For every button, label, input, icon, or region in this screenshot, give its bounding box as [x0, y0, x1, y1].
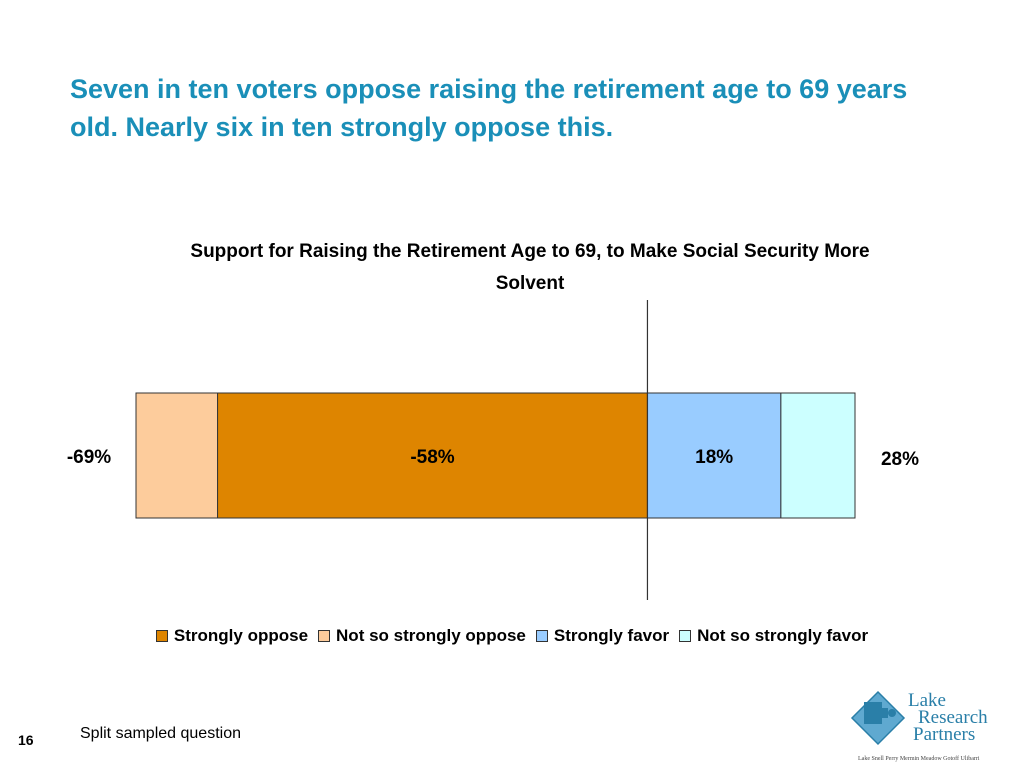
legend-swatch-strongly-favor: [535, 630, 548, 642]
legend-swatch-strongly-oppose: [155, 630, 168, 642]
total-oppose-label: -69%: [67, 447, 111, 468]
legend-swatch-not-so-strongly-oppose: [318, 630, 331, 642]
data-label-strongly-oppose: -58%: [410, 447, 454, 468]
legend-label-strongly-oppose: Strongly oppose: [173, 626, 309, 645]
logo-wordmark: Lake Research Partners: [908, 690, 988, 745]
company-logo: Lake Research Partners Lake Snell Perry …: [848, 688, 1008, 766]
legend-label-not-so-strongly-oppose: Not so strongly oppose: [336, 626, 526, 645]
legend-swatch-not-so-strongly-favor: [679, 630, 692, 642]
logo-partner-names: Lake Snell Perry Mermin Meadow Gotoff Ul…: [858, 756, 980, 762]
total-favor-label: 28%: [881, 449, 919, 470]
puzzle-logo-icon: [850, 690, 906, 746]
legend-item-strongly-favor: Strongly favor: [535, 626, 670, 646]
chart-legend: Strongly oppose Not so strongly oppose S…: [0, 626, 1024, 646]
bar-not-so-strongly-favor: [780, 392, 856, 519]
legend-item-strongly-oppose: Strongly oppose: [155, 626, 309, 646]
legend-item-not-so-strongly-favor: Not so strongly favor: [679, 626, 868, 646]
legend-item-not-so-strongly-oppose: Not so strongly oppose: [318, 626, 526, 646]
data-label-strongly-favor: 18%: [695, 447, 733, 468]
slide-headline: Seven in ten voters oppose raising the r…: [70, 74, 908, 142]
bar-strongly-favor: [646, 392, 782, 519]
chart-title: Support for Raising the Retirement Age t…: [190, 241, 870, 294]
legend-label-not-so-strongly-favor: Not so strongly favor: [697, 626, 869, 645]
footnote: Split sampled question: [80, 725, 241, 742]
page-number: 16: [18, 732, 34, 748]
bar-not-so-strongly-oppose: [135, 392, 219, 519]
legend-label-strongly-favor: Strongly favor: [553, 626, 670, 645]
